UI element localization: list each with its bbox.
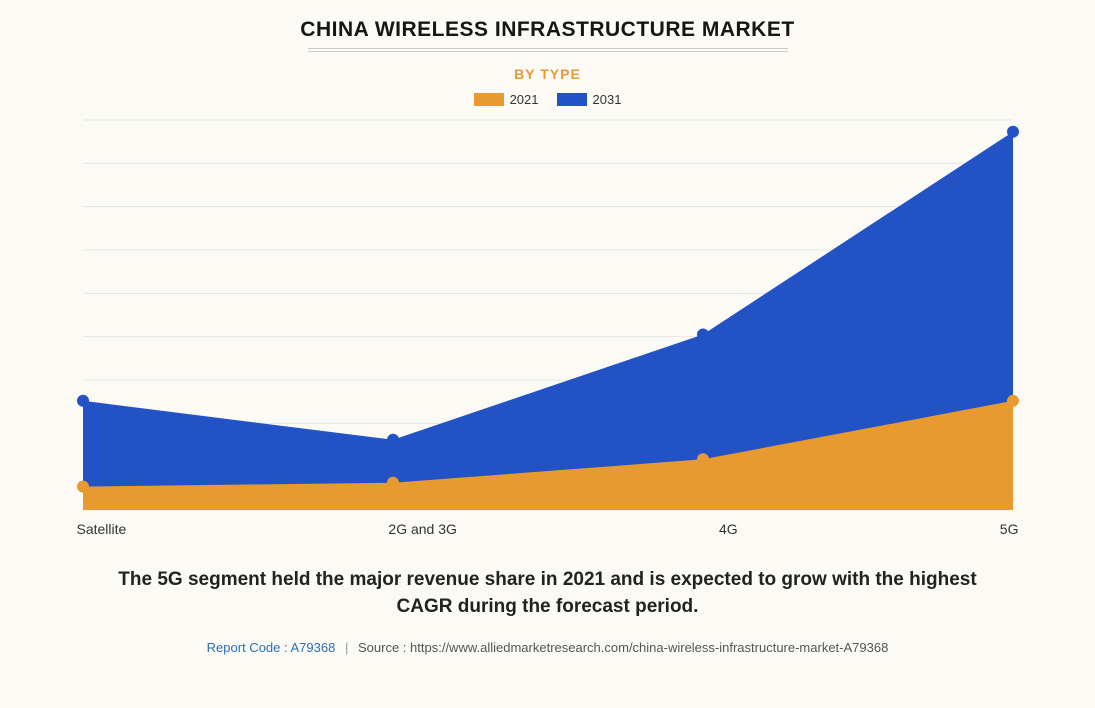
title-underline <box>308 48 788 52</box>
legend-label-2021: 2021 <box>510 92 539 107</box>
source-url: https://www.alliedmarketresearch.com/chi… <box>410 640 888 655</box>
legend-item-2031: 2031 <box>557 92 622 107</box>
legend-label-2031: 2031 <box>593 92 622 107</box>
x-axis-label: 4G <box>719 521 738 537</box>
report-footer: Report Code : A79368 | Source : https://… <box>207 640 889 655</box>
area-chart <box>73 115 1023 515</box>
x-axis-label: 5G <box>1000 521 1019 537</box>
chart-subtitle: BY TYPE <box>514 66 581 82</box>
chart-title: CHINA WIRELESS INFRASTRUCTURE MARKET <box>300 18 794 42</box>
legend-item-2021: 2021 <box>474 92 539 107</box>
legend-swatch-2021 <box>474 93 504 106</box>
source-label: Source : <box>358 640 406 655</box>
legend-swatch-2031 <box>557 93 587 106</box>
report-code-label: Report Code : <box>207 640 288 655</box>
footer-separator: | <box>345 640 348 655</box>
x-axis-label: 2G and 3G <box>388 521 457 537</box>
chart-caption: The 5G segment held the major revenue sh… <box>98 567 998 620</box>
report-code: A79368 <box>291 640 336 655</box>
chart-legend: 2021 2031 <box>474 92 622 107</box>
x-axis-labels: Satellite 2G and 3G 4G 5G <box>73 515 1023 537</box>
x-axis-label: Satellite <box>77 521 127 537</box>
